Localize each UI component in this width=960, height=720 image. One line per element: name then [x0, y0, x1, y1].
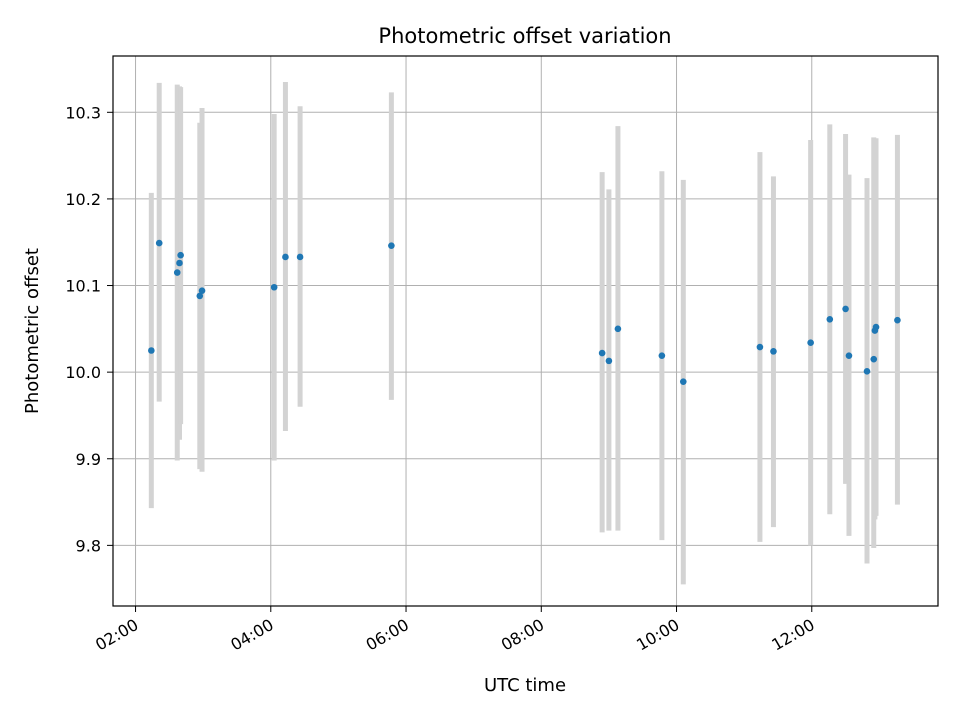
data-point	[614, 325, 622, 333]
y-tick-label: 10.1	[65, 277, 101, 296]
data-point	[870, 355, 878, 363]
y-axis: 9.8 9.9 10.0 10.1 10.2 10.3	[65, 103, 113, 555]
data-point	[872, 323, 880, 331]
y-tick-label: 10.2	[65, 190, 101, 209]
data-point	[198, 287, 206, 295]
data-point	[658, 352, 666, 359]
y-axis-label: Photometric offset	[22, 248, 43, 414]
data-point	[296, 253, 304, 261]
plot-background	[113, 56, 938, 606]
data-point	[605, 357, 613, 365]
y-tick-label: 10.0	[65, 363, 101, 382]
data-point	[894, 316, 901, 324]
data-point	[845, 352, 853, 359]
data-point	[270, 283, 278, 291]
y-tick-label: 10.3	[65, 103, 101, 122]
data-markers	[148, 239, 901, 385]
plot-frame	[112, 55, 939, 607]
data-point	[148, 347, 155, 354]
x-axis-label: UTC time	[484, 675, 566, 696]
data-point	[155, 239, 163, 247]
data-point	[842, 305, 849, 313]
data-point	[177, 251, 184, 259]
data-point	[770, 348, 777, 355]
data-point	[598, 349, 606, 357]
data-point	[282, 253, 289, 261]
data-point	[826, 316, 834, 323]
chart-title: Photometric offset variation	[378, 24, 671, 48]
data-point	[196, 292, 204, 300]
data-point	[176, 259, 183, 267]
data-point	[388, 242, 395, 249]
data-point	[756, 343, 764, 351]
plot-area	[112, 55, 939, 607]
data-point	[173, 269, 181, 276]
y-tick-label: 9.8	[76, 536, 101, 555]
data-point	[807, 339, 814, 346]
y-tick-label: 9.9	[76, 450, 101, 469]
gridlines	[113, 56, 938, 606]
data-point	[679, 378, 687, 385]
data-point	[863, 367, 871, 375]
